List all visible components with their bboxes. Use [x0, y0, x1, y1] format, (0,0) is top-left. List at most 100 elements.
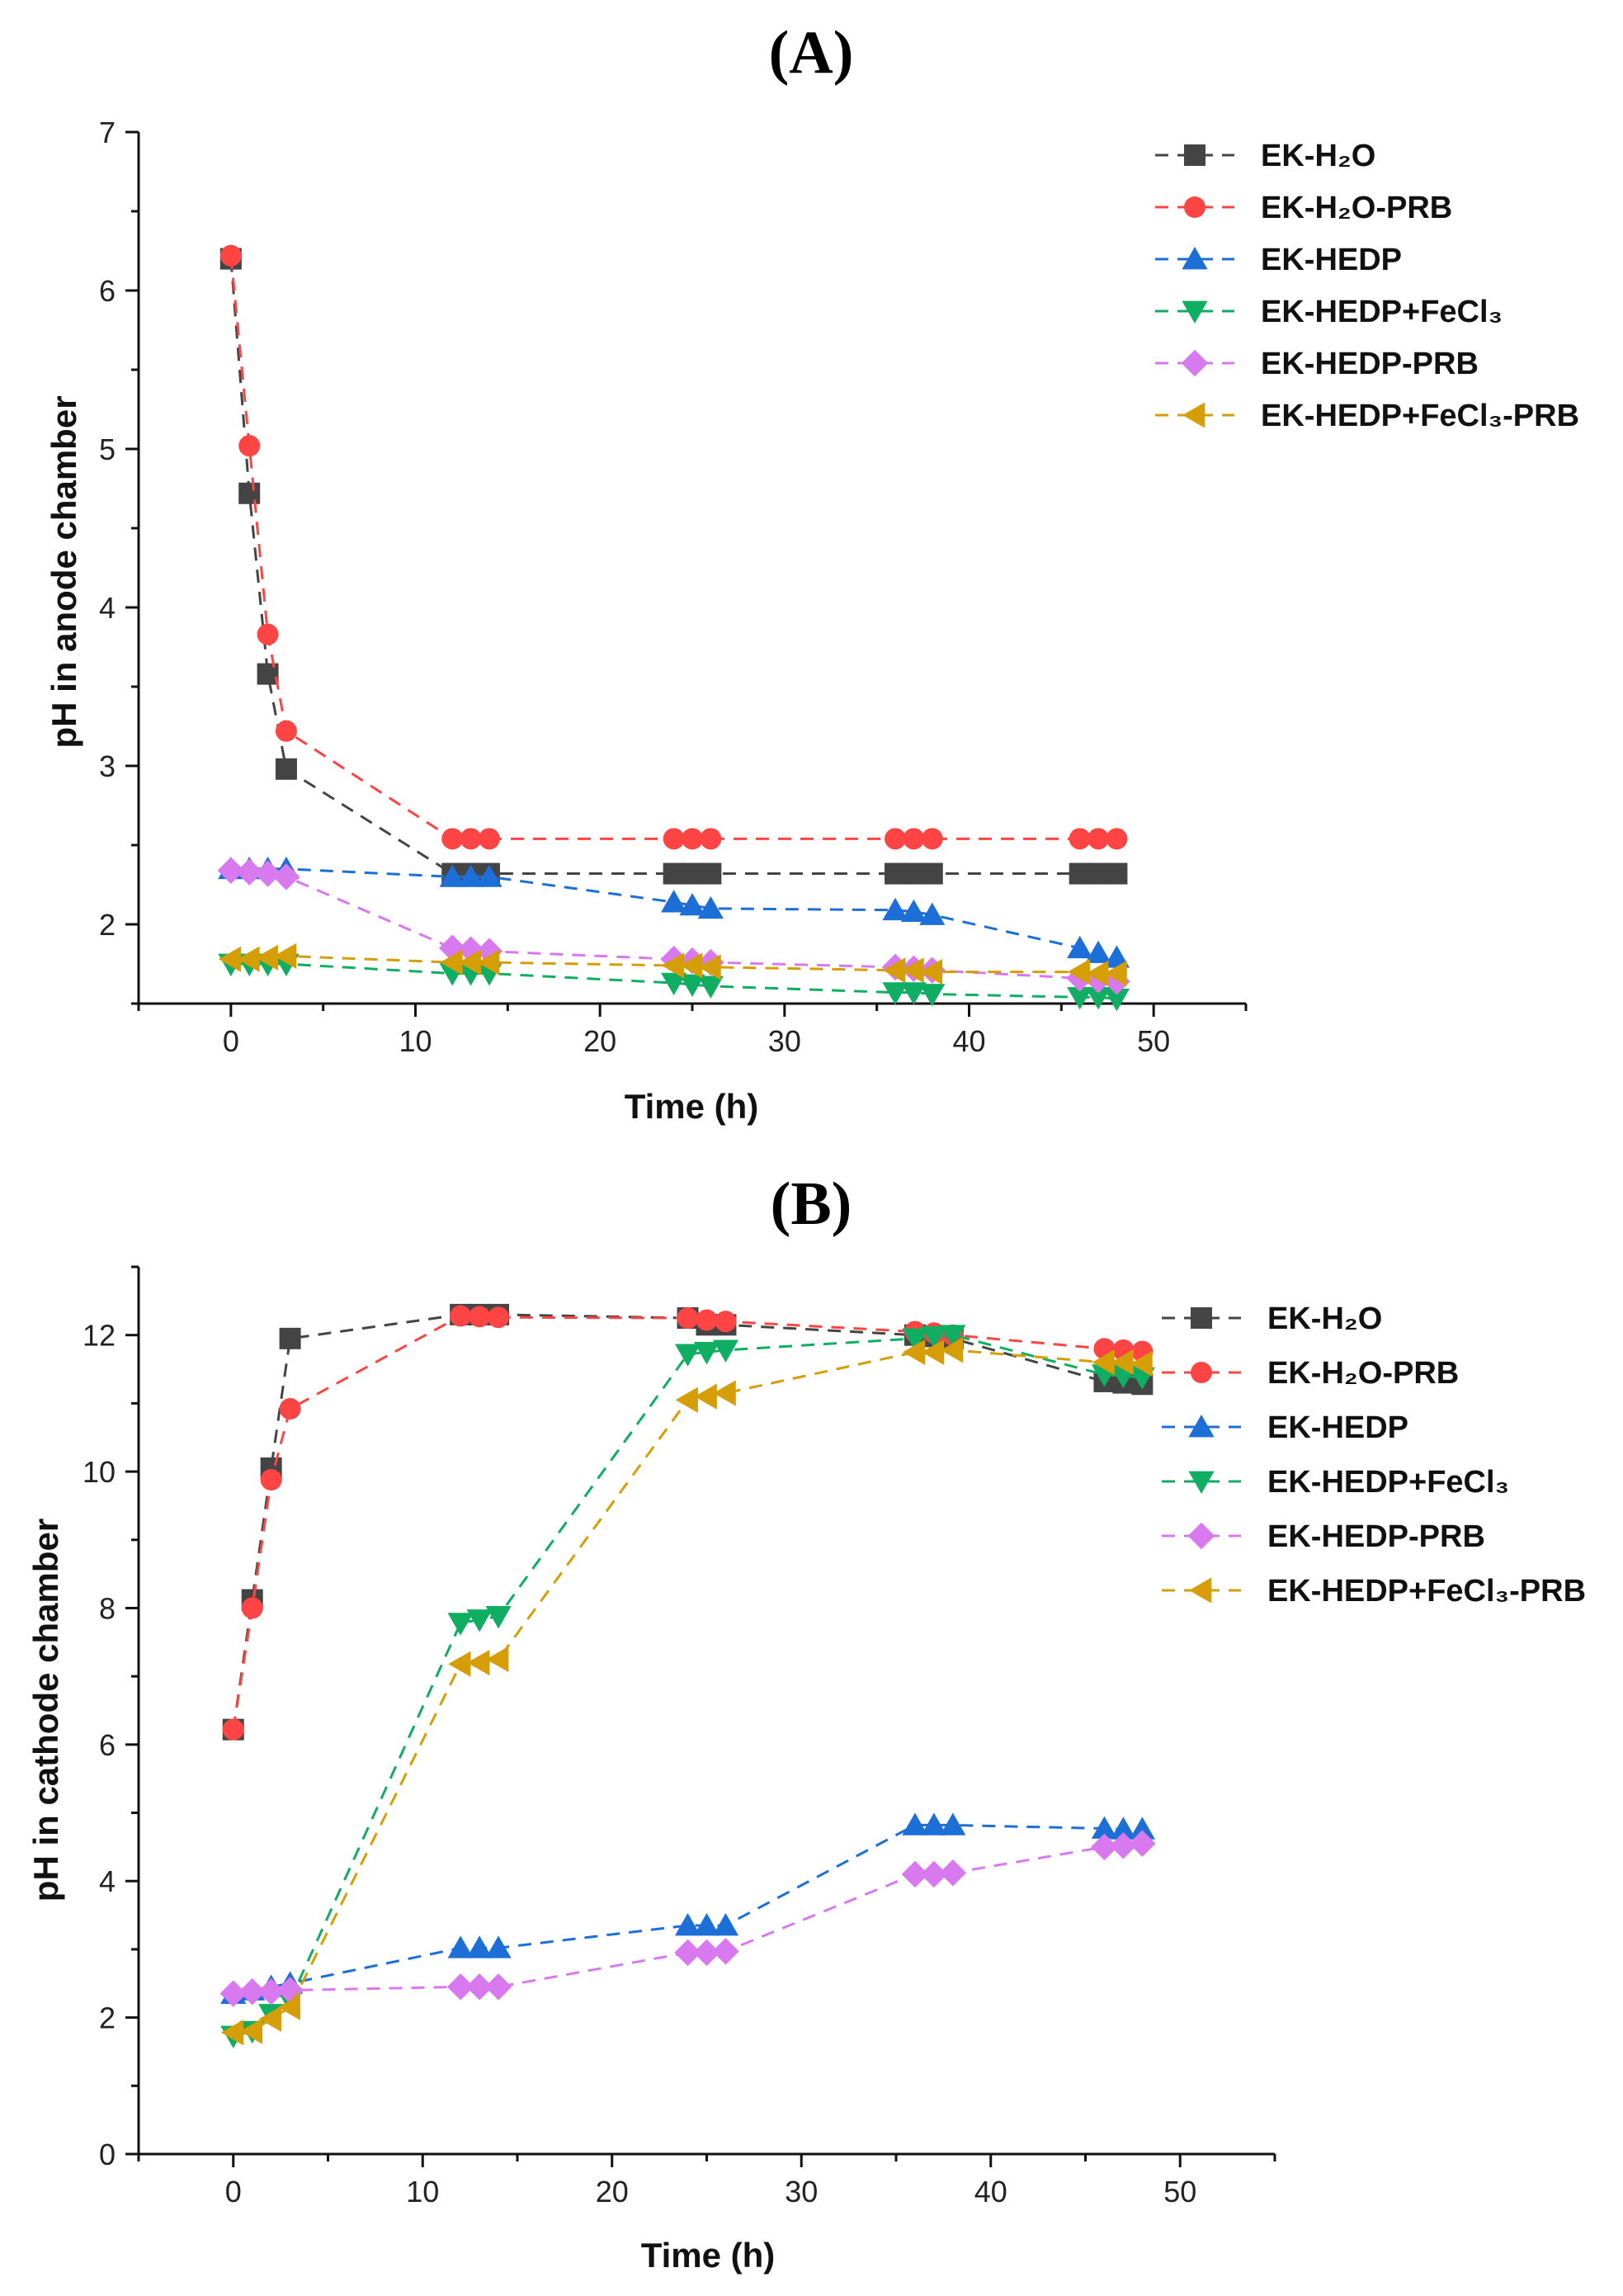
panel-a-data-point: [1069, 862, 1091, 885]
panel-a-data-point: [1086, 960, 1109, 987]
panel-b-y-tick-label: 12: [83, 1319, 116, 1353]
panel-b-legend-label: EK-H₂O-PRB: [1267, 1356, 1459, 1391]
panel-b-data-point: [921, 1339, 945, 1365]
panel-b-x-tick-label: 10: [406, 2175, 439, 2209]
panel-b-data-point: [448, 1651, 471, 1677]
panel-b-data-point: [1129, 1830, 1156, 1857]
panel-b-data-point: [940, 1325, 966, 1348]
panel-b-data-point: [446, 1973, 474, 2001]
panel-b-data-point: [715, 1311, 737, 1333]
panel-b-data-point: [1130, 1350, 1153, 1377]
panel-a-legend-item: EK-HEDP: [1155, 243, 1402, 277]
panel-a-data-point: [275, 758, 297, 780]
panel-b-legend-marker: [1188, 1415, 1215, 1438]
panel-b-y-tick-label: 10: [83, 1455, 116, 1489]
panel-a-data-point: [661, 972, 687, 995]
panel-b-x-tick-label: 0: [225, 2175, 242, 2209]
panel-b-data-point: [279, 1327, 301, 1349]
panel-a-data-point: [1085, 986, 1111, 1010]
panel-a-data-point: [478, 828, 500, 850]
panel-a-data-point: [661, 890, 687, 913]
panel-a-legend-marker: [1184, 144, 1205, 166]
panel-a-data-point: [440, 949, 463, 976]
panel-b-legend-item: EK-H₂O: [1162, 1302, 1382, 1336]
panel-b-data-point: [260, 1469, 282, 1491]
panel-a-y-tick-label: 6: [99, 274, 116, 308]
panel-a-data-point: [477, 949, 500, 976]
panel-a-data-point: [272, 863, 300, 891]
panel-a-data-point: [903, 828, 925, 850]
panel-a-data-point: [1085, 940, 1111, 963]
panel-a-data-point: [882, 897, 908, 921]
panel-a-axes: 0 10 20 30 40 50 2 3 4 5 6 7: [99, 116, 1248, 1058]
panel-a-data-point: [439, 864, 465, 887]
panel-a-legend-label: EK-HEDP+FeCl₃: [1261, 295, 1503, 329]
panel-b-data-point: [239, 2018, 263, 2044]
panel-a-data-point: [441, 828, 464, 850]
panel-b-legend-item: EK-HEDP+FeCl₃: [1162, 1465, 1509, 1500]
panel-a-data-point: [698, 954, 721, 980]
panel-a-legend-item: EK-H₂O-PRB: [1155, 191, 1452, 225]
panel-a-data-point: [235, 858, 263, 886]
panel-b-legend-label: EK-H₂O: [1267, 1302, 1382, 1336]
panel-b-data-point: [693, 1939, 720, 1967]
panel-a-data-point: [1104, 960, 1127, 987]
panel-b-legend-marker: [1189, 1577, 1212, 1604]
panel-a-legend-label: EK-HEDP: [1261, 243, 1402, 277]
panel-a-legend-marker: [1182, 247, 1208, 270]
panel-a-data-point: [1088, 862, 1110, 885]
panel-a-label: (A): [769, 19, 854, 87]
panel-a-legend-marker: [1182, 402, 1205, 428]
panel-a-data-point: [679, 893, 705, 916]
panel-a-legend-marker: [1181, 349, 1209, 377]
panel-a-legend-marker: [1184, 196, 1205, 218]
panel-a-data-point: [921, 862, 943, 885]
panel-a-legend-item: EK-HEDP+FeCl₃: [1155, 295, 1503, 329]
panel-a-data-point: [1106, 862, 1128, 885]
panel-b-data-point: [1092, 1349, 1115, 1376]
panel-b-data-point: [693, 1913, 720, 1936]
panel-a-data-point: [680, 952, 703, 979]
panel-b-series-3: [220, 1812, 1155, 2005]
panel-a-data-point: [883, 957, 906, 984]
panel-a-data-point: [237, 946, 260, 972]
panel-b-data-point: [1129, 1816, 1155, 1840]
panel-b-y-tick-label: 8: [99, 1591, 116, 1625]
panel-b-data-point: [469, 1306, 491, 1328]
panel-a-x-tick-label: 40: [952, 1024, 985, 1058]
panel-b-legend-label: EK-HEDP+FeCl₃-PRB: [1267, 1574, 1586, 1609]
panel-b: (B) Time (h) pH in cathode chamber 0 10 20…: [26, 1170, 1586, 2275]
panel-b-legend-label: EK-HEDP: [1267, 1410, 1408, 1445]
panel-b-label: (B): [771, 1170, 852, 1238]
panel-b-data-point: [902, 1812, 928, 1835]
panel-b-data-point: [693, 1342, 720, 1365]
panel-a-data-point: [1103, 945, 1130, 968]
panel-a-y-tick-label: 3: [99, 749, 116, 783]
panel-b-data-point: [940, 1812, 966, 1835]
panel-b-data-point: [712, 1339, 739, 1363]
panel-b-data-point: [279, 1398, 301, 1420]
panel-b-data-point: [674, 1939, 701, 1967]
panel-b-series-5: [219, 1830, 1156, 2007]
panel-a-data-point: [697, 976, 724, 999]
panel-a-series-1: [219, 248, 1128, 885]
panel-a-series-6: [218, 942, 1127, 987]
panel-a: (A) Time (h) pH in anode chamber 0 10 20 30…: [45, 19, 1579, 1126]
panel-a-data-point: [900, 899, 927, 922]
panel-b-data-point: [488, 1306, 510, 1329]
panel-a-data-point: [700, 862, 722, 885]
panel-b-data-point: [713, 1380, 736, 1406]
panel-b-legend-marker: [1191, 1362, 1212, 1383]
panel-a-x-tick-label: 20: [583, 1024, 616, 1058]
panel-b-data-point: [220, 2020, 244, 2046]
panel-b-data-point: [238, 1977, 266, 2005]
panel-b-plot-area: [219, 1303, 1156, 2048]
panel-a-series-2: [219, 244, 1128, 850]
panel-b-x-tick-label: 50: [1163, 2175, 1196, 2209]
panel-a-data-point: [885, 828, 907, 850]
panel-b-data-point: [921, 1325, 947, 1349]
panel-a-data-point: [273, 942, 297, 969]
panel-a-data-point: [901, 957, 924, 984]
panel-b-y-tick-label: 2: [99, 2001, 116, 2035]
panel-a-legend-label: EK-H₂O-PRB: [1261, 191, 1452, 225]
